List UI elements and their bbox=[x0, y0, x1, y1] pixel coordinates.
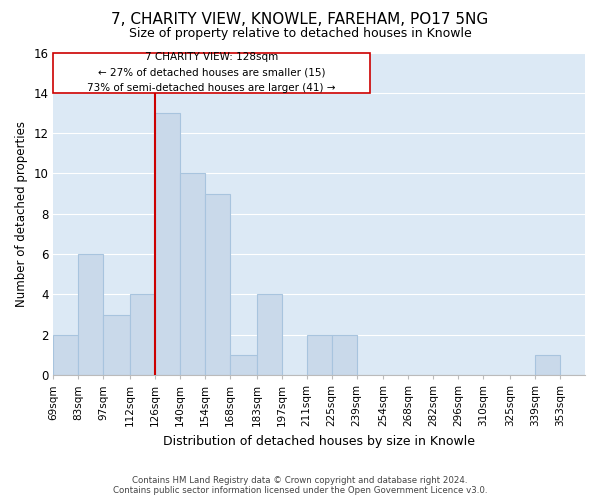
Bar bbox=[332, 334, 356, 375]
Bar bbox=[230, 355, 257, 375]
Bar bbox=[53, 334, 79, 375]
Bar bbox=[257, 294, 282, 375]
Text: Contains HM Land Registry data © Crown copyright and database right 2024.: Contains HM Land Registry data © Crown c… bbox=[132, 476, 468, 485]
FancyBboxPatch shape bbox=[53, 52, 370, 93]
X-axis label: Distribution of detached houses by size in Knowle: Distribution of detached houses by size … bbox=[163, 434, 475, 448]
Bar bbox=[155, 113, 180, 375]
Bar bbox=[205, 194, 230, 375]
Text: 7 CHARITY VIEW: 128sqm
← 27% of detached houses are smaller (15)
73% of semi-det: 7 CHARITY VIEW: 128sqm ← 27% of detached… bbox=[88, 52, 336, 94]
Bar bbox=[130, 294, 155, 375]
Bar bbox=[79, 254, 103, 375]
Text: Contains public sector information licensed under the Open Government Licence v3: Contains public sector information licen… bbox=[113, 486, 487, 495]
Text: 7, CHARITY VIEW, KNOWLE, FAREHAM, PO17 5NG: 7, CHARITY VIEW, KNOWLE, FAREHAM, PO17 5… bbox=[112, 12, 488, 28]
Y-axis label: Number of detached properties: Number of detached properties bbox=[15, 121, 28, 307]
Bar bbox=[307, 334, 332, 375]
Text: Size of property relative to detached houses in Knowle: Size of property relative to detached ho… bbox=[128, 28, 472, 40]
Bar bbox=[180, 174, 205, 375]
Bar bbox=[103, 314, 130, 375]
Bar bbox=[535, 355, 560, 375]
